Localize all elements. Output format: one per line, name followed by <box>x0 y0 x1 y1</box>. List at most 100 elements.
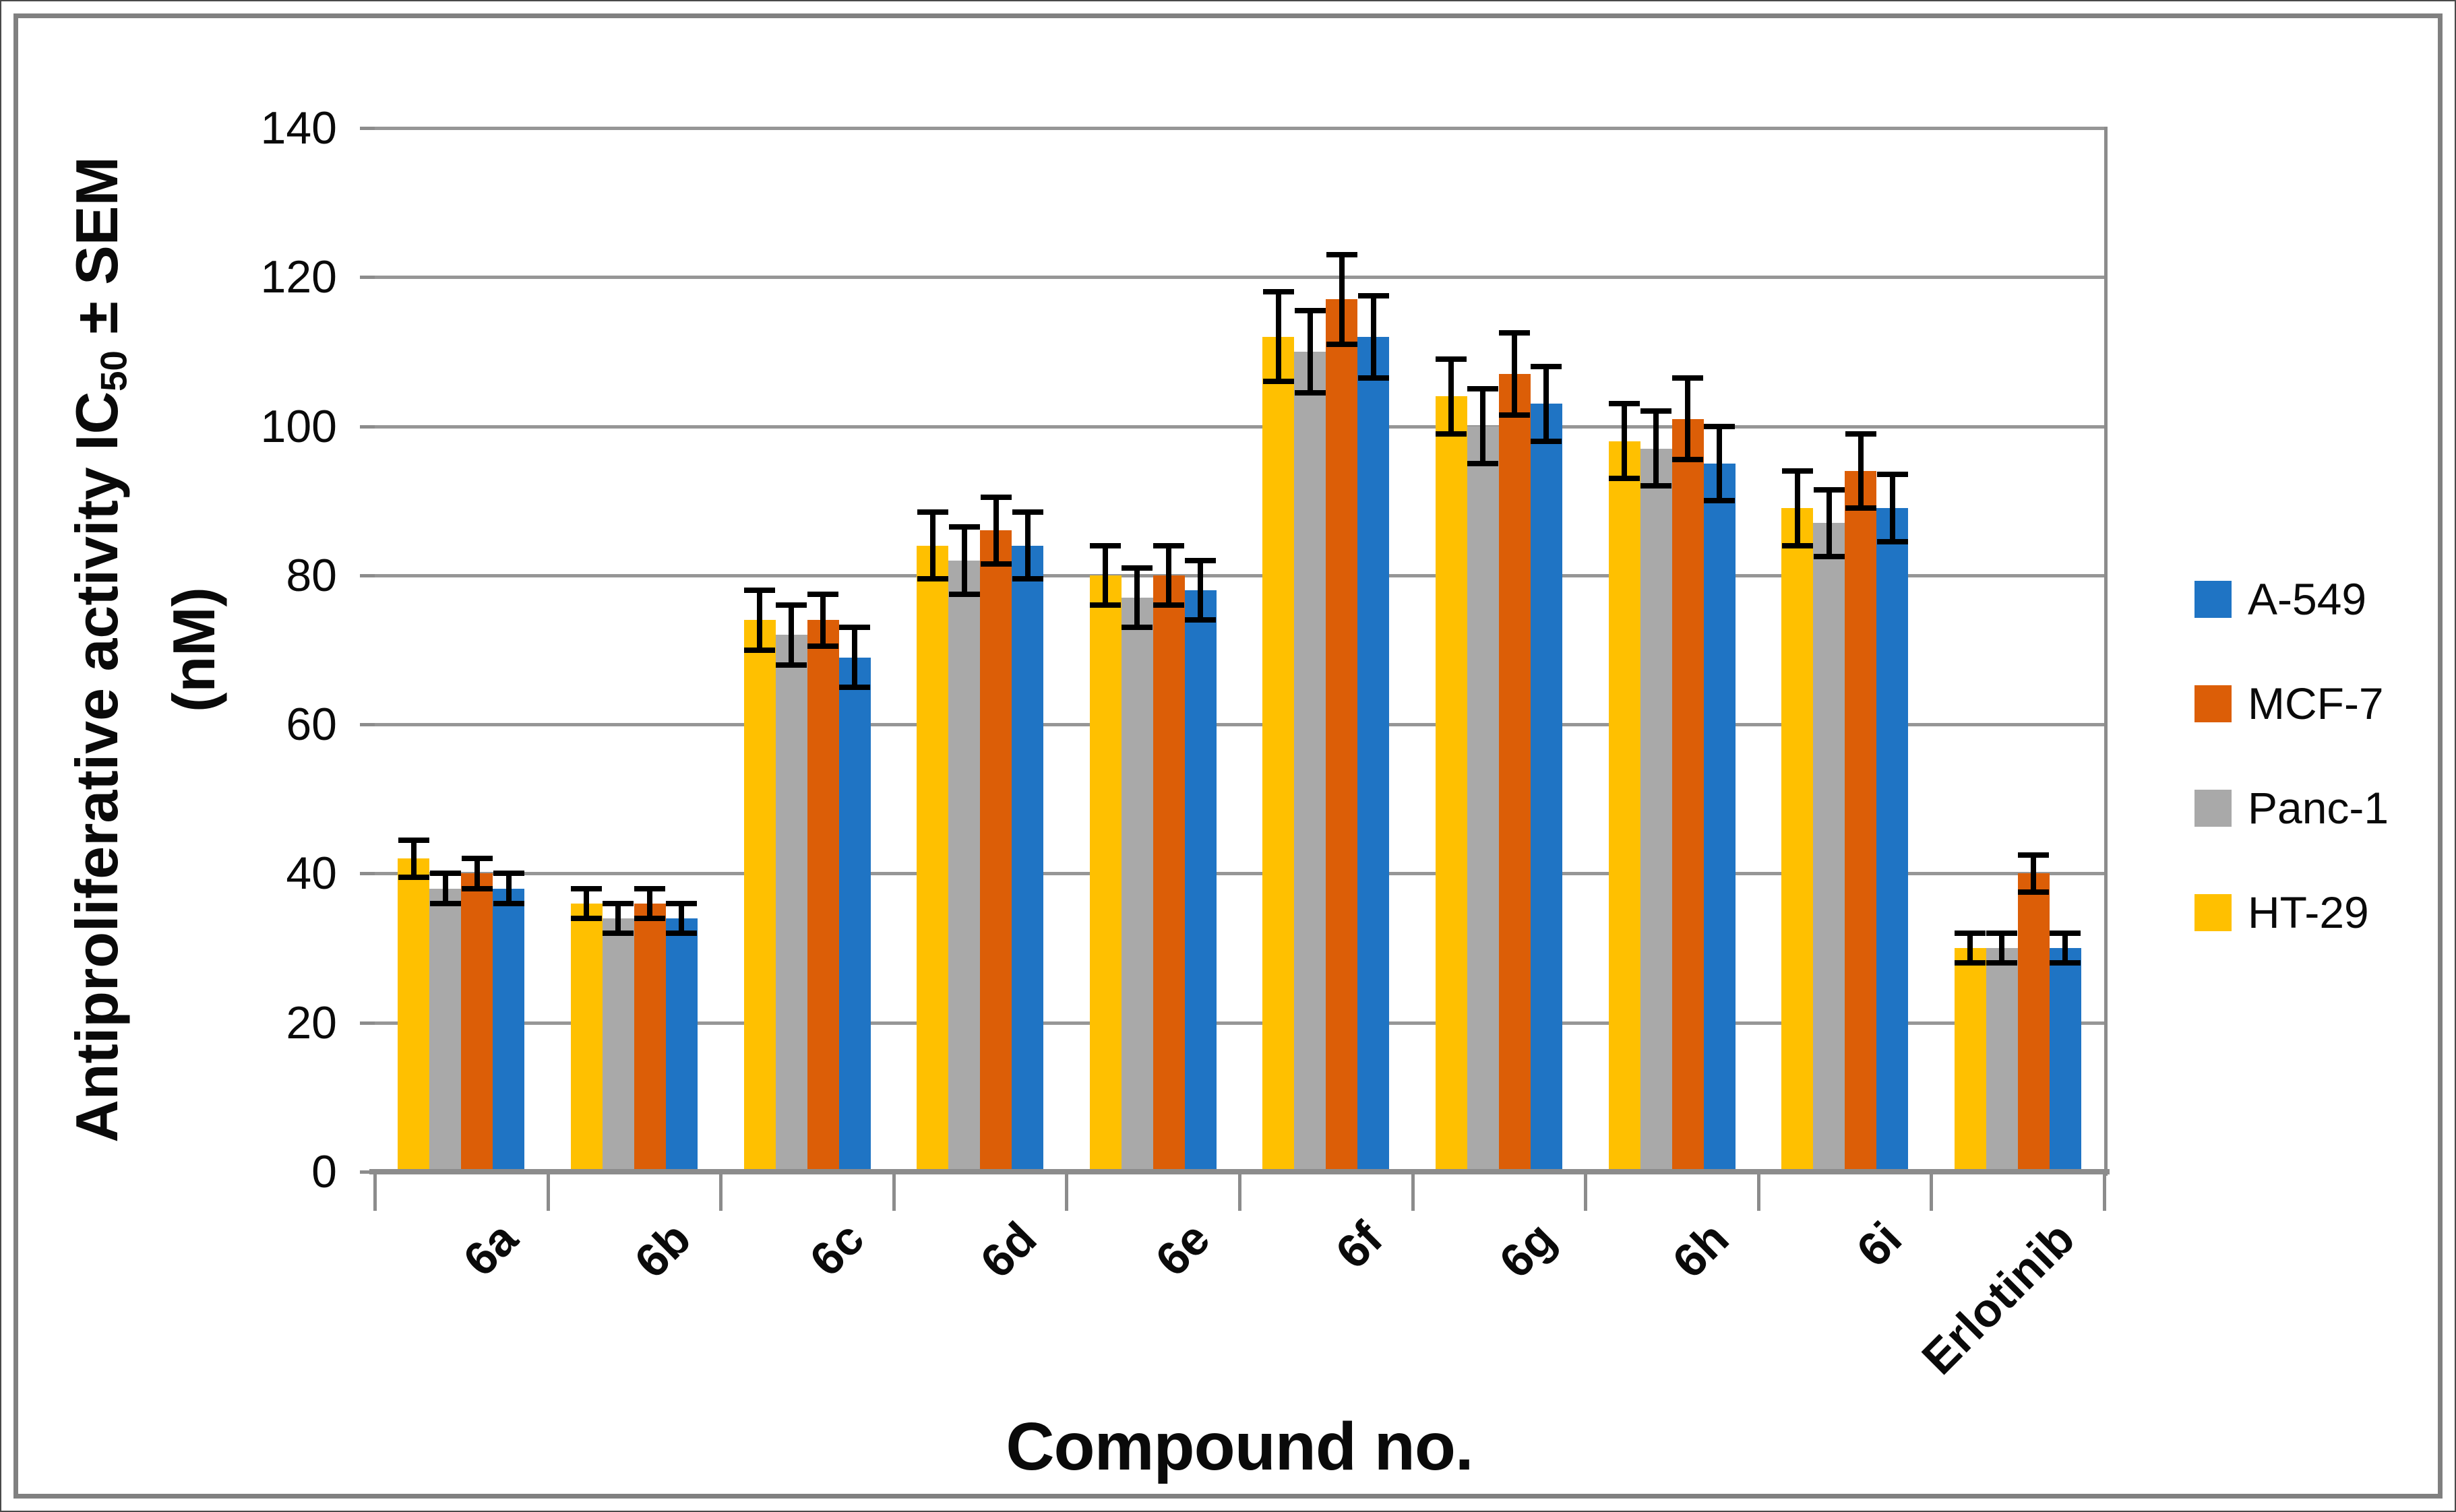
error-cap-bottom-6b-HT-29 <box>571 915 603 921</box>
error-cap-top-Erlotinib-MCF-7 <box>2018 852 2050 858</box>
figure-border <box>13 13 2443 1499</box>
error-stem-6f-A-549 <box>1370 295 1376 378</box>
error-cap-top-6h-A-549 <box>1704 423 1735 429</box>
error-cap-top-6b-MCF-7 <box>634 885 666 891</box>
error-stem-Erlotinib-A-549 <box>2062 933 2068 964</box>
error-stem-6i-MCF-7 <box>1858 433 1864 509</box>
error-cap-bottom-6c-HT-29 <box>744 647 775 653</box>
error-cap-bottom-6i-A-549 <box>1876 539 1908 545</box>
error-cap-bottom-Erlotinib-HT-29 <box>1955 960 1986 966</box>
error-stem-6i-HT-29 <box>1794 470 1800 546</box>
bar-6g-Panc-1 <box>1467 426 1499 1172</box>
error-cap-bottom-6g-MCF-7 <box>1499 412 1531 418</box>
bar-6b-A-549 <box>665 918 698 1172</box>
error-stem-6b-Panc-1 <box>615 903 621 933</box>
error-cap-top-6e-Panc-1 <box>1122 565 1153 571</box>
error-cap-bottom-6g-HT-29 <box>1436 431 1467 437</box>
bar-6h-HT-29 <box>1608 441 1640 1172</box>
legend-item-mcf7: MCF-7 <box>2194 680 2384 727</box>
bar-6a-HT-29 <box>398 858 430 1172</box>
bar-6g-MCF-7 <box>1498 374 1531 1172</box>
plot-right-border <box>2104 127 2108 1176</box>
y-axis-title: Antiproliferative activity IC50 ± SEM (n… <box>57 9 227 1290</box>
error-cap-bottom-6f-A-549 <box>1357 375 1389 381</box>
x-tick-mark-10 <box>2103 1174 2106 1211</box>
y-tick-mark-60 <box>360 723 375 727</box>
error-cap-top-6b-A-549 <box>666 900 698 906</box>
error-cap-top-6b-HT-29 <box>571 885 603 891</box>
legend-swatch-ht29 <box>2194 893 2232 931</box>
gridline-120 <box>375 276 2104 280</box>
error-cap-bottom-6h-MCF-7 <box>1672 457 1703 463</box>
error-cap-bottom-6f-HT-29 <box>1262 379 1294 385</box>
error-cap-top-Erlotinib-A-549 <box>2050 930 2081 936</box>
x-tick-mark-9 <box>1930 1174 1934 1211</box>
x-tick-mark-5 <box>1238 1174 1241 1211</box>
error-stem-6g-A-549 <box>1543 367 1549 441</box>
error-stem-6a-A-549 <box>505 873 512 904</box>
y-tick-label-60: 60 <box>286 699 337 751</box>
error-cap-bottom-6i-Panc-1 <box>1813 554 1845 560</box>
error-stem-6g-Panc-1 <box>1480 389 1486 464</box>
error-cap-top-6d-MCF-7 <box>980 494 1012 500</box>
x-tick-mark-3 <box>892 1174 896 1211</box>
error-cap-bottom-6a-HT-29 <box>398 874 429 880</box>
gridline-140 <box>375 127 2104 130</box>
error-cap-bottom-6e-A-549 <box>1185 617 1217 623</box>
y-tick-label-100: 100 <box>260 400 337 452</box>
bar-6h-A-549 <box>1703 463 1736 1172</box>
error-stem-6a-Panc-1 <box>442 873 448 904</box>
legend-swatch-panc1 <box>2194 789 2232 827</box>
bar-6e-HT-29 <box>1089 575 1122 1172</box>
error-cap-bottom-6h-Panc-1 <box>1640 483 1671 489</box>
x-tick-mark-8 <box>1756 1174 1760 1211</box>
y-axis-title-subscript: 50 <box>93 350 135 391</box>
x-tick-mark-4 <box>1065 1174 1069 1211</box>
error-cap-top-6f-MCF-7 <box>1326 252 1357 258</box>
bar-6g-HT-29 <box>1435 396 1467 1172</box>
error-stem-6d-MCF-7 <box>993 497 999 565</box>
error-cap-bottom-6h-A-549 <box>1704 498 1735 504</box>
error-cap-top-6d-Panc-1 <box>948 524 980 530</box>
x-axis-line <box>369 1169 2110 1174</box>
error-cap-top-6i-MCF-7 <box>1845 431 1876 437</box>
error-stem-6f-MCF-7 <box>1339 255 1345 344</box>
error-stem-6h-MCF-7 <box>1685 377 1690 460</box>
y-tick-mark-140 <box>360 127 375 130</box>
error-stem-6h-Panc-1 <box>1653 411 1659 486</box>
bar-6h-MCF-7 <box>1671 418 1704 1172</box>
bar-6g-A-549 <box>1530 404 1562 1172</box>
error-stem-6c-A-549 <box>852 627 857 687</box>
bar-6d-HT-29 <box>917 545 949 1172</box>
bar-6d-Panc-1 <box>948 560 981 1172</box>
error-cap-top-6a-HT-29 <box>398 837 429 843</box>
error-cap-bottom-6b-A-549 <box>666 930 698 936</box>
error-stem-6d-Panc-1 <box>961 526 967 594</box>
bar-6c-A-549 <box>838 657 871 1172</box>
error-cap-top-6b-Panc-1 <box>603 900 634 906</box>
error-stem-6i-A-549 <box>1889 474 1895 542</box>
gridline-40 <box>375 872 2104 876</box>
error-cap-top-6f-Panc-1 <box>1294 308 1326 314</box>
error-cap-bottom-6c-A-549 <box>839 684 870 690</box>
y-tick-label-0: 0 <box>311 1146 337 1197</box>
error-cap-bottom-Erlotinib-A-549 <box>2050 960 2081 966</box>
error-cap-bottom-6i-MCF-7 <box>1845 505 1876 511</box>
error-cap-top-Erlotinib-HT-29 <box>1955 930 1986 936</box>
error-stem-6c-Panc-1 <box>789 605 794 665</box>
error-cap-top-6i-A-549 <box>1876 472 1908 478</box>
error-cap-bottom-6a-A-549 <box>493 900 524 906</box>
bar-Erlotinib-MCF-7 <box>2017 873 2050 1172</box>
bar-6a-A-549 <box>493 888 525 1172</box>
gridline-20 <box>375 1021 2104 1025</box>
error-cap-top-6g-MCF-7 <box>1499 330 1531 336</box>
bar-6b-HT-29 <box>570 903 603 1172</box>
bar-6f-MCF-7 <box>1326 299 1358 1172</box>
bar-6f-Panc-1 <box>1294 351 1326 1172</box>
error-stem-6b-MCF-7 <box>647 888 653 918</box>
y-tick-label-20: 20 <box>286 997 337 1048</box>
error-cap-bottom-6b-MCF-7 <box>634 915 666 921</box>
bar-6e-A-549 <box>1184 590 1217 1172</box>
y-tick-mark-100 <box>360 424 375 429</box>
legend-swatch-mcf7 <box>2194 685 2232 722</box>
